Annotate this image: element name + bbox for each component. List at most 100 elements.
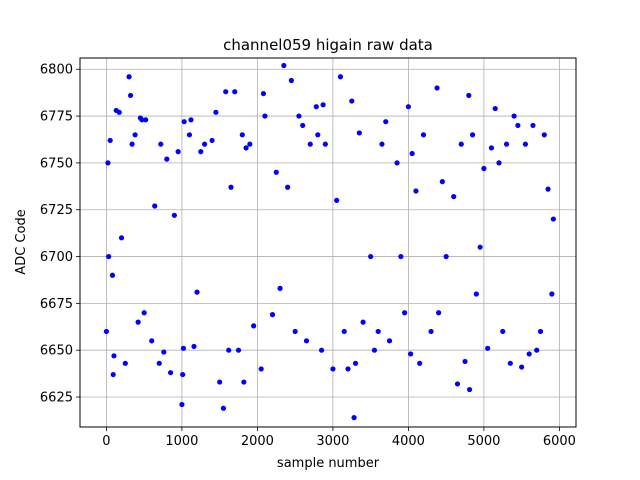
data-point	[375, 328, 381, 335]
data-point	[179, 401, 185, 408]
axis-ticks: 0 1000 2000 3000 4000 5000 6000 6625 6650 6675 670…	[40, 63, 576, 449]
data-point	[352, 360, 359, 366]
chart-title: channel059 higain raw data	[223, 36, 433, 54]
data-point	[181, 119, 187, 125]
data-point	[473, 291, 479, 297]
data-point	[469, 132, 476, 138]
x-tick-label: 2000	[241, 434, 274, 449]
data-point	[127, 92, 134, 99]
data-point	[213, 109, 219, 115]
data-point	[129, 141, 135, 147]
data-point	[161, 349, 167, 355]
data-point	[149, 338, 155, 344]
data-point	[477, 244, 483, 250]
data-point	[322, 141, 328, 147]
data-point	[122, 360, 128, 366]
data-point	[243, 145, 249, 151]
data-point	[398, 253, 404, 260]
data-point	[285, 184, 291, 190]
data-point	[260, 90, 267, 97]
data-point	[186, 132, 193, 138]
data-point	[500, 328, 506, 335]
data-point	[118, 235, 125, 241]
data-point	[103, 328, 110, 335]
data-point	[409, 150, 415, 157]
data-point	[239, 132, 245, 138]
data-point	[106, 253, 112, 260]
data-point	[541, 132, 547, 138]
data-point	[345, 366, 351, 372]
data-point	[402, 310, 408, 316]
x-tick-label: 6000	[543, 434, 576, 449]
data-point	[330, 366, 336, 372]
y-tick-label: 6775	[40, 110, 73, 125]
data-point	[435, 310, 442, 316]
data-point	[488, 145, 495, 151]
data-point	[209, 137, 215, 144]
data-point	[360, 319, 366, 325]
data-point	[394, 160, 400, 166]
data-point	[180, 345, 187, 351]
y-tick-label: 6625	[40, 391, 73, 406]
data-point	[454, 381, 461, 387]
data-point	[191, 343, 197, 350]
data-point	[503, 141, 510, 147]
data-point	[337, 74, 344, 80]
x-axis-label: sample number	[277, 456, 380, 471]
data-point	[507, 360, 513, 366]
data-point	[217, 379, 223, 385]
y-tick-label: 6750	[40, 156, 73, 171]
data-point	[288, 77, 294, 84]
data-point	[175, 149, 181, 155]
data-point	[171, 212, 177, 218]
data-point	[303, 338, 310, 344]
data-point	[318, 347, 325, 353]
data-point	[537, 328, 544, 335]
data-point	[383, 119, 389, 125]
data-point	[132, 132, 138, 138]
data-point	[341, 328, 347, 335]
data-point	[315, 132, 321, 138]
data-point	[300, 122, 306, 129]
y-tick-label: 6725	[40, 203, 73, 218]
data-point	[220, 405, 227, 411]
data-point	[386, 338, 393, 344]
data-point	[462, 358, 468, 365]
data-point	[152, 203, 158, 209]
x-tick-label: 3000	[316, 434, 349, 449]
data-point	[379, 141, 385, 147]
data-point	[143, 117, 149, 123]
data-point	[141, 310, 147, 316]
data-point	[466, 92, 472, 99]
data-point	[545, 186, 551, 192]
data-point	[223, 89, 229, 95]
data-point	[368, 253, 374, 260]
grid-layer	[80, 58, 576, 427]
data-point	[107, 137, 113, 144]
data-point	[413, 188, 419, 194]
data-point	[526, 351, 532, 357]
data-point	[105, 160, 111, 166]
data-point	[258, 366, 264, 372]
data-point	[428, 328, 434, 335]
data-point	[417, 360, 423, 366]
data-point	[420, 132, 427, 138]
data-point	[158, 141, 164, 147]
data-point	[439, 179, 445, 185]
x-tick-label: 0	[102, 434, 110, 449]
data-point	[226, 347, 232, 353]
x-tick-label: 5000	[467, 434, 500, 449]
data-point	[550, 216, 556, 222]
data-point	[371, 347, 378, 353]
data-point	[110, 371, 116, 378]
data-point	[126, 74, 132, 80]
data-point	[356, 130, 362, 136]
data-point	[307, 141, 313, 147]
data-point	[351, 415, 357, 421]
y-tick-label: 6650	[40, 344, 73, 359]
data-point	[522, 141, 529, 147]
data-point	[349, 98, 355, 104]
data-point	[201, 141, 208, 147]
plot-frame	[79, 57, 577, 428]
